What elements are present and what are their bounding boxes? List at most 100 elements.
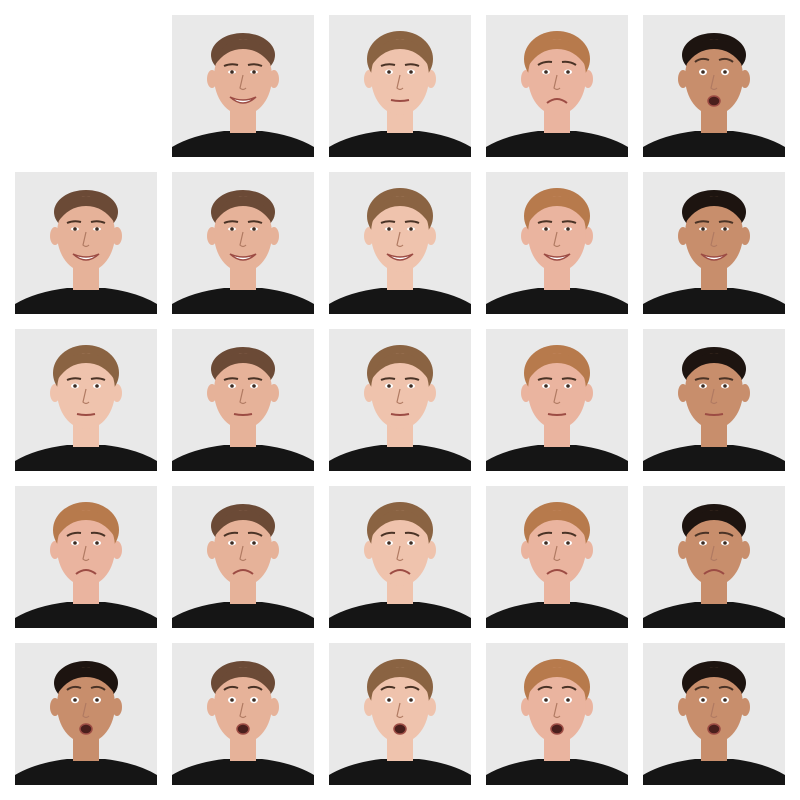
shirt <box>643 602 785 628</box>
mouth <box>386 253 414 261</box>
left-pupil <box>701 227 705 231</box>
shirt <box>15 288 157 314</box>
mouth <box>700 253 728 261</box>
hair-fringe <box>529 510 585 536</box>
left-pupil <box>544 70 548 74</box>
face-portrait <box>15 329 157 471</box>
nose <box>239 545 247 562</box>
right-pupil <box>252 70 256 74</box>
mouth <box>704 413 724 416</box>
mouth <box>707 95 721 107</box>
face-portrait <box>172 15 314 157</box>
right-pupil <box>723 384 727 388</box>
right-pupil <box>409 227 413 231</box>
face-portrait <box>486 172 628 314</box>
right-eyebrow <box>404 220 420 224</box>
generated-face-r2-c1 <box>172 329 314 471</box>
hair-fringe <box>215 667 271 693</box>
left-pupil <box>73 541 77 545</box>
nose <box>396 231 404 248</box>
face-portrait <box>486 15 628 157</box>
right-eyebrow <box>247 685 263 691</box>
face-portrait <box>15 486 157 628</box>
right-pupil <box>95 384 99 388</box>
generated-face-r3-c4 <box>643 486 785 628</box>
right-eyebrow <box>90 220 106 224</box>
target-expression-face-4 <box>15 643 157 785</box>
mouth <box>547 413 567 416</box>
target-expression-face-2 <box>15 329 157 471</box>
right-pupil <box>566 541 570 545</box>
face-portrait <box>172 172 314 314</box>
generated-face-r1-c1 <box>172 172 314 314</box>
hair-fringe <box>529 196 585 222</box>
left-pupil <box>544 698 548 702</box>
source-face-4 <box>643 15 785 157</box>
face-portrait <box>15 172 157 314</box>
left-pupil <box>387 541 391 545</box>
left-pupil <box>387 70 391 74</box>
generated-face-r4-c4 <box>643 643 785 785</box>
right-pupil <box>95 541 99 545</box>
nose <box>710 388 718 405</box>
left-eyebrow <box>380 377 396 381</box>
shirt <box>486 759 628 785</box>
left-pupil <box>230 227 234 231</box>
left-eyebrow <box>66 531 82 537</box>
right-eyebrow <box>561 685 577 691</box>
nose <box>239 702 247 719</box>
right-eyebrow <box>90 531 106 537</box>
generated-face-r2-c2 <box>329 329 471 471</box>
face-portrait <box>172 486 314 628</box>
right-pupil <box>95 227 99 231</box>
left-pupil <box>387 698 391 702</box>
left-pupil <box>701 541 705 545</box>
mouth <box>703 569 725 575</box>
shirt <box>15 759 157 785</box>
nose <box>239 74 247 91</box>
hair-fringe <box>372 39 428 65</box>
face-portrait <box>486 643 628 785</box>
shirt <box>15 445 157 471</box>
mouth <box>390 99 410 102</box>
mouth <box>75 569 97 575</box>
right-eyebrow <box>404 377 420 381</box>
left-eyebrow <box>694 220 710 224</box>
hair-fringe <box>372 667 428 693</box>
left-eyebrow <box>223 531 239 537</box>
shirt <box>486 445 628 471</box>
hair-fringe <box>58 667 114 693</box>
left-eyebrow <box>537 220 553 224</box>
right-eyebrow <box>561 531 577 537</box>
nose <box>82 388 90 405</box>
source-face-3 <box>486 15 628 157</box>
mouth <box>72 253 100 261</box>
right-eyebrow <box>247 531 263 537</box>
shirt <box>643 131 785 157</box>
nose <box>396 545 404 562</box>
right-pupil <box>252 698 256 702</box>
right-eyebrow <box>90 377 106 381</box>
face-portrait <box>329 486 471 628</box>
nose <box>710 545 718 562</box>
hair-fringe <box>686 667 742 693</box>
generated-face-r4-c3 <box>486 643 628 785</box>
nose <box>396 702 404 719</box>
face-portrait <box>15 643 157 785</box>
left-eyebrow <box>223 377 239 381</box>
right-pupil <box>723 70 727 74</box>
mouth <box>229 253 257 261</box>
right-eyebrow <box>404 63 420 67</box>
mouth <box>79 723 93 735</box>
hair-fringe <box>372 510 428 536</box>
left-eyebrow <box>66 220 82 224</box>
nose <box>553 231 561 248</box>
right-eyebrow <box>718 57 734 63</box>
right-pupil <box>409 541 413 545</box>
right-eyebrow <box>718 377 734 381</box>
shirt <box>172 288 314 314</box>
hair-fringe <box>372 196 428 222</box>
right-pupil <box>409 698 413 702</box>
shirt <box>643 445 785 471</box>
hair-fringe <box>215 353 271 379</box>
